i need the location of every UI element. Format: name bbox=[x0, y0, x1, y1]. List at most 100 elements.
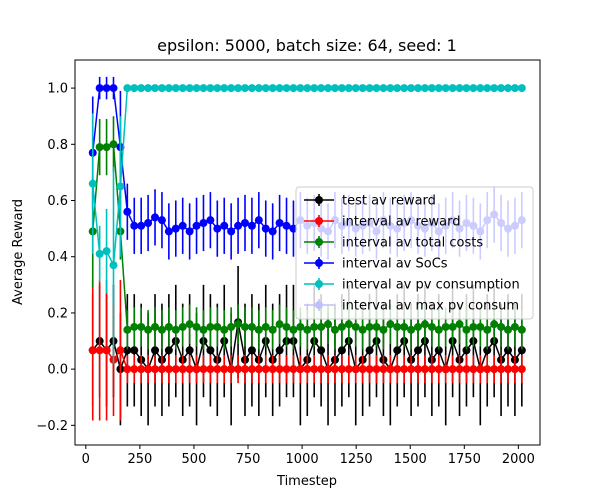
data-point bbox=[137, 84, 146, 93]
y-axis-ticks: −0.2 0.0 0.2 0.4 0.6 0.8 1.0 bbox=[36, 82, 75, 434]
legend-marker bbox=[315, 301, 323, 309]
data-point bbox=[109, 140, 118, 149]
x-tick-label: 0 bbox=[82, 452, 90, 467]
data-point bbox=[462, 325, 471, 334]
data-point bbox=[88, 346, 97, 355]
data-point bbox=[503, 365, 512, 374]
data-point bbox=[414, 84, 423, 93]
data-point bbox=[199, 365, 208, 374]
y-tick-label: 0.6 bbox=[47, 194, 68, 209]
data-point bbox=[164, 84, 173, 93]
x-tick-label: 1250 bbox=[340, 452, 373, 467]
data-point bbox=[407, 84, 416, 93]
data-point bbox=[393, 365, 402, 374]
data-point bbox=[178, 221, 187, 230]
data-point bbox=[517, 365, 526, 374]
data-point bbox=[268, 365, 277, 374]
data-point bbox=[275, 320, 284, 329]
data-point bbox=[151, 213, 160, 222]
data-point bbox=[227, 84, 236, 93]
legend-entry: interval av reward bbox=[304, 215, 461, 230]
data-point bbox=[434, 325, 443, 334]
data-point bbox=[275, 365, 284, 374]
y-tick-label: 0.0 bbox=[47, 363, 68, 378]
data-point bbox=[206, 216, 215, 225]
data-point bbox=[275, 218, 284, 227]
x-tick-label: 1500 bbox=[394, 452, 427, 467]
data-point bbox=[351, 322, 360, 331]
data-point bbox=[144, 218, 153, 227]
data-point bbox=[240, 322, 249, 331]
data-point bbox=[517, 325, 526, 334]
data-point bbox=[102, 143, 111, 152]
data-point bbox=[116, 182, 125, 191]
legend-marker bbox=[315, 259, 323, 267]
data-point bbox=[95, 346, 104, 355]
data-point bbox=[303, 325, 312, 334]
data-point bbox=[503, 84, 512, 93]
data-point bbox=[317, 365, 326, 374]
data-point bbox=[261, 84, 270, 93]
data-point bbox=[296, 84, 305, 93]
data-point bbox=[164, 365, 173, 374]
data-point bbox=[144, 325, 153, 334]
data-point bbox=[213, 365, 222, 374]
data-point bbox=[130, 346, 139, 355]
series-2 bbox=[88, 116, 526, 350]
data-point bbox=[400, 365, 409, 374]
data-point bbox=[185, 365, 194, 374]
x-tick-label: 2000 bbox=[502, 452, 535, 467]
legend-label: interval av total costs bbox=[342, 236, 483, 251]
data-point bbox=[234, 320, 243, 329]
data-point bbox=[102, 84, 111, 93]
data-point bbox=[379, 365, 388, 374]
data-point bbox=[296, 365, 305, 374]
data-point bbox=[365, 322, 374, 331]
x-axis-label: Timestep bbox=[276, 474, 337, 489]
data-point bbox=[407, 325, 416, 334]
data-point bbox=[164, 322, 173, 331]
data-point bbox=[220, 325, 229, 334]
data-point bbox=[171, 84, 180, 93]
data-point bbox=[503, 325, 512, 334]
data-point bbox=[337, 365, 346, 374]
legend-entry: interval av SoCs bbox=[304, 257, 448, 272]
data-point bbox=[517, 346, 526, 355]
chart-title: epsilon: 5000, batch size: 64, seed: 1 bbox=[157, 36, 457, 55]
y-tick-label: −0.2 bbox=[36, 419, 68, 434]
data-point bbox=[365, 84, 374, 93]
data-point bbox=[483, 84, 492, 93]
data-point bbox=[171, 224, 180, 233]
data-point bbox=[213, 322, 222, 331]
data-point bbox=[185, 346, 194, 355]
data-point bbox=[455, 320, 464, 329]
data-point bbox=[164, 227, 173, 236]
x-tick-label: 250 bbox=[127, 452, 152, 467]
data-point bbox=[386, 365, 395, 374]
data-point bbox=[275, 84, 284, 93]
data-point bbox=[351, 84, 360, 93]
data-point bbox=[427, 84, 436, 93]
data-point bbox=[455, 365, 464, 374]
data-point bbox=[455, 84, 464, 93]
data-point bbox=[247, 322, 256, 331]
legend-label: interval av max pv consum bbox=[342, 299, 519, 314]
legend-label: interval av pv consumption bbox=[342, 278, 520, 293]
data-point bbox=[171, 325, 180, 334]
data-point bbox=[220, 365, 229, 374]
data-point bbox=[344, 84, 353, 93]
data-point bbox=[130, 322, 139, 331]
data-point bbox=[123, 325, 132, 334]
data-point bbox=[123, 84, 132, 93]
data-point bbox=[324, 84, 333, 93]
data-point bbox=[351, 365, 360, 374]
data-point bbox=[414, 365, 423, 374]
data-point bbox=[137, 322, 146, 331]
data-point bbox=[372, 365, 381, 374]
data-point bbox=[393, 84, 402, 93]
axes-frame bbox=[74, 59, 541, 446]
data-point bbox=[123, 365, 132, 374]
data-point bbox=[490, 84, 499, 93]
data-point bbox=[517, 84, 526, 93]
data-point bbox=[282, 221, 291, 230]
